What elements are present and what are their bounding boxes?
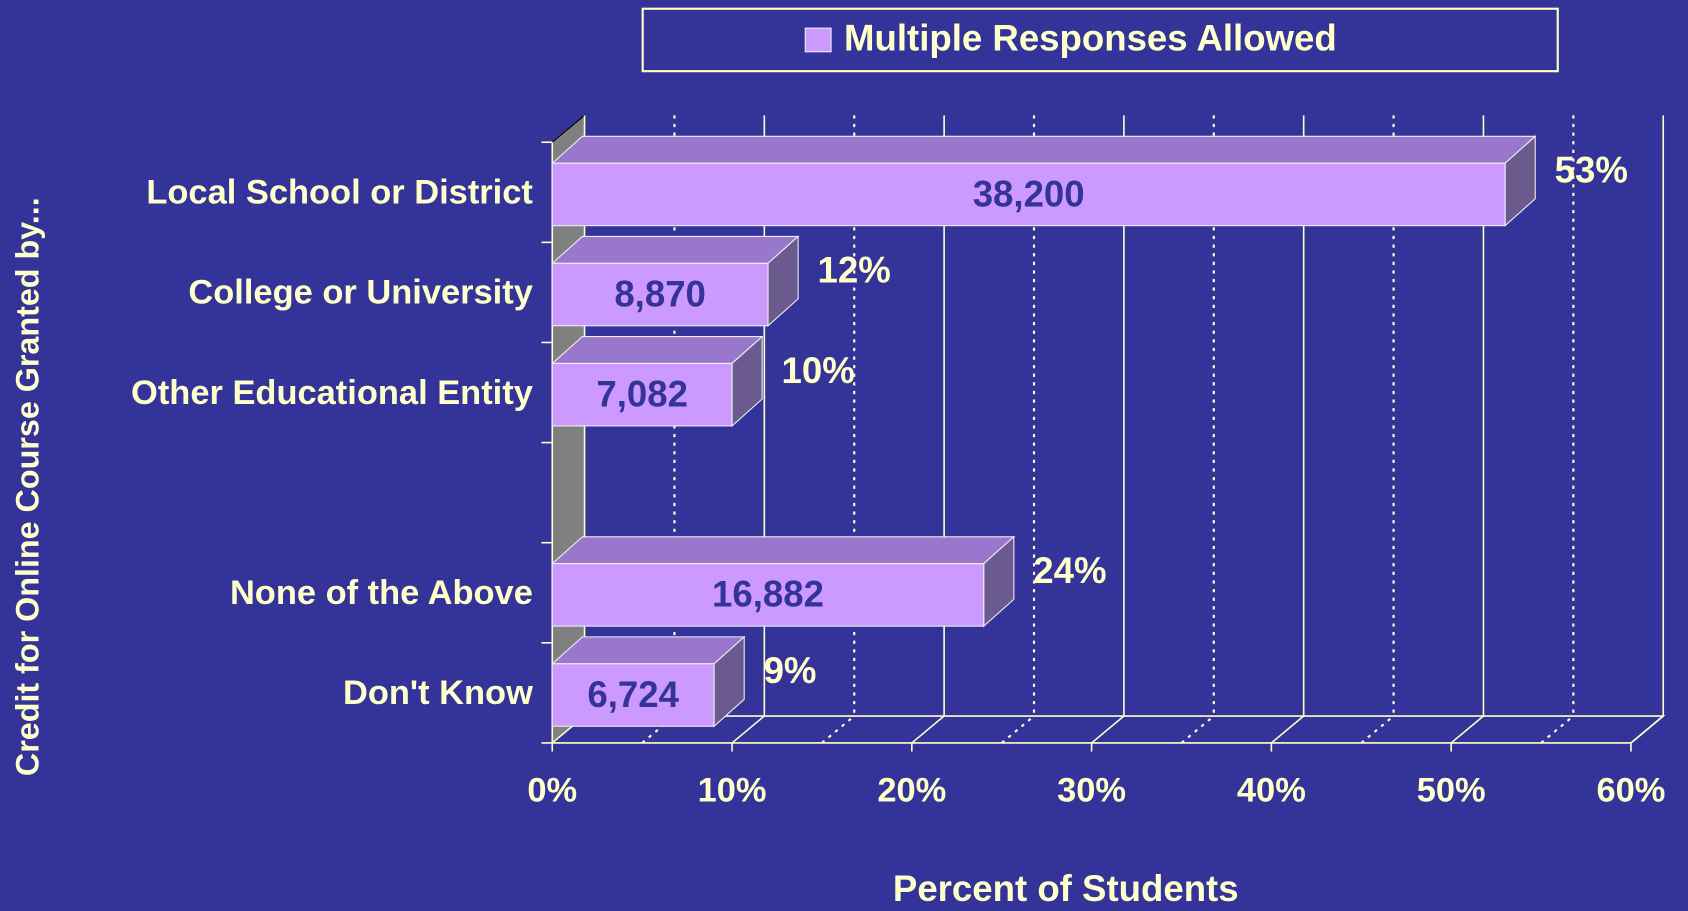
- legend-swatch: [804, 27, 832, 53]
- y-tick-label: Don't Know: [343, 674, 533, 712]
- bar-count-label: 6,724: [587, 674, 679, 715]
- floor-grid-line: [1630, 715, 1664, 744]
- value-label: 9%: [764, 650, 817, 691]
- bar-top: [550, 235, 800, 264]
- floor-grid-line: [1270, 715, 1305, 744]
- legend-box: [641, 7, 1559, 73]
- x-tick-label: 0%: [527, 772, 577, 810]
- x-tick-label: 20%: [877, 772, 946, 810]
- value-label: 53%: [1555, 150, 1628, 191]
- minor-floor-line: [821, 715, 855, 744]
- bar: [551, 563, 985, 627]
- x-axis-title: Percent of Students: [893, 868, 1239, 909]
- x-tick-label: 60%: [1596, 772, 1665, 810]
- bar-count-label: 38,200: [973, 173, 1085, 214]
- bar-count-label: 16,882: [712, 574, 824, 615]
- value-label: 12%: [818, 250, 891, 291]
- bar-count-label: 7,082: [596, 374, 688, 415]
- minor-floor-line: [1540, 715, 1575, 744]
- bar-top: [550, 536, 1016, 565]
- x-tick-label: 50%: [1417, 772, 1486, 810]
- floor-grid-line: [911, 715, 945, 744]
- floor-grid-line: [731, 715, 765, 744]
- x-tick-label: 40%: [1237, 772, 1306, 810]
- bar: [551, 362, 733, 427]
- bar: [551, 663, 715, 727]
- y-axis-title: Credit for Online Course Granted by...: [10, 197, 46, 776]
- bar-top: [550, 636, 746, 665]
- floor-grid-line: [1091, 715, 1125, 744]
- legend-label: Multiple Responses Allowed: [844, 18, 1337, 59]
- minor-floor-line: [1001, 715, 1035, 744]
- minor-floor-line: [1180, 715, 1215, 744]
- bar: [551, 162, 1506, 227]
- bar-count-label: 8,870: [614, 273, 706, 314]
- x-tick-label: 30%: [1057, 772, 1126, 810]
- minor-floor-line: [1360, 715, 1395, 744]
- y-tick-label: Other Educational Entity: [131, 374, 533, 412]
- floor-grid-line: [1450, 715, 1484, 744]
- bar: [551, 262, 769, 327]
- bar-top: [550, 135, 1537, 164]
- y-tick-label: Local School or District: [146, 174, 533, 212]
- value-label: 24%: [1033, 550, 1106, 591]
- x-tick-label: 10%: [698, 772, 767, 810]
- bar-top: [550, 336, 764, 364]
- y-tick-label: None of the Above: [230, 574, 533, 612]
- y-tick-label: College or University: [188, 274, 532, 312]
- value-label: 10%: [782, 350, 855, 391]
